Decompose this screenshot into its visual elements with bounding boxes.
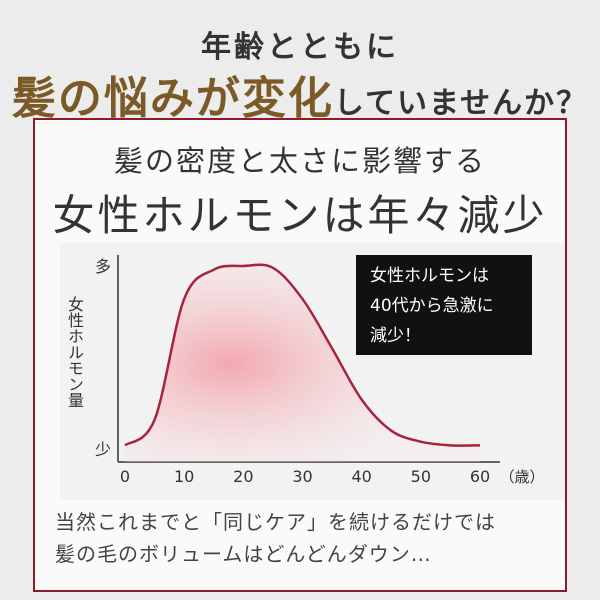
box-subtitle: 髪の密度と太さに影響する [113,146,486,178]
line [124,263,481,447]
x-tick-label: 10 [174,467,194,486]
y-axis-label: 女性ホルモン量 [65,296,84,408]
header-rest: していませんか？ [333,87,589,120]
header-line2: 髪の悩みが変化していませんか？ [0,62,600,126]
x-tick-label: 40 [351,467,371,486]
area [125,264,480,462]
x-tick-label: 60 [470,467,490,486]
callout-box [356,255,532,355]
x-tick-label: 30 [292,467,312,486]
footer-line: 当然これまでと「同じケア」を続けるだけでは [55,510,496,534]
x-tick-label: 20 [233,467,253,486]
x-tick-label: 0 [120,467,130,486]
x-tick-label: 50 [411,467,431,486]
header-line1: 年齢とともに [201,31,399,64]
footer-line: 髪の毛のボリュームはどんどんダウン… [55,542,432,566]
header-highlight: 髪の悩みが変化 [11,74,334,123]
callout-text: 40代から急激に [370,296,494,316]
callout-text: 女性ホルモンは [370,266,489,286]
y-tick-label: 少 [95,440,111,459]
footer: 当然これまでと「同じケア」を続けるだけでは 髪の毛のボリュームはどんどんダウン… [55,506,575,570]
callout-text: 減少！ [370,326,421,346]
box-title: 女性ホルモンは年々減少 [52,194,548,240]
y-tick-label: 多 [95,257,111,276]
x-axis-label: （歳） [499,468,544,486]
